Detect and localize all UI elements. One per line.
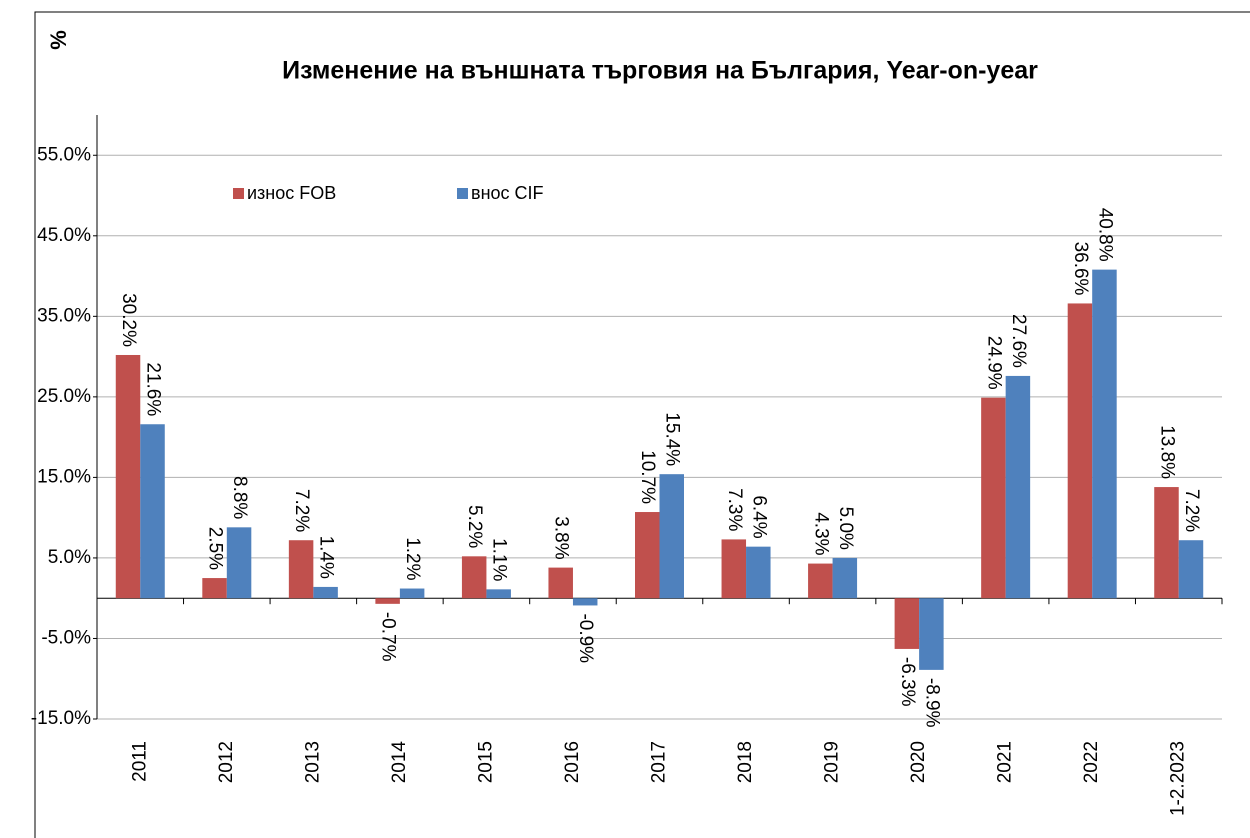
- value-label: 40.8%: [1094, 208, 1115, 262]
- legend-label: внос CIF: [471, 183, 544, 203]
- bar: [1092, 269, 1117, 599]
- bar: [226, 527, 252, 599]
- x-tick-label: 2016: [562, 741, 583, 783]
- bar: [572, 598, 598, 606]
- y-tick-label: 45.0%: [37, 225, 91, 246]
- x-tick-label: 2014: [389, 741, 410, 784]
- value-label: 21.6%: [143, 362, 164, 416]
- bar: [721, 539, 747, 599]
- bar: [981, 397, 1006, 599]
- x-tick-label: 2021: [995, 741, 1016, 783]
- bar: [1154, 487, 1179, 599]
- value-label: 4.3%: [810, 512, 831, 555]
- x-tick-label: 2022: [1081, 741, 1102, 783]
- value-label: 7.2%: [1181, 489, 1202, 532]
- value-label: 13.8%: [1156, 425, 1177, 479]
- bar: [894, 598, 920, 649]
- value-label: 7.2%: [291, 489, 312, 532]
- y-axis-label: %: [46, 30, 71, 50]
- y-tick-label: 15.0%: [37, 466, 91, 487]
- bar: [288, 540, 314, 599]
- value-label: 27.6%: [1008, 314, 1029, 368]
- bar: [659, 474, 684, 599]
- value-label: 3.8%: [551, 516, 572, 559]
- value-label: 5.2%: [464, 505, 485, 548]
- bar: [548, 567, 573, 599]
- bar: [486, 589, 511, 599]
- value-label: -8.9%: [921, 678, 942, 728]
- y-tick-label: 25.0%: [37, 386, 91, 407]
- x-tick-label: 2011: [129, 741, 150, 782]
- y-tick-label: 55.0%: [37, 144, 91, 165]
- value-label: 10.7%: [637, 450, 658, 504]
- bar: [313, 586, 338, 599]
- bar: [202, 578, 227, 599]
- value-label: -0.7%: [378, 612, 399, 662]
- bar: [808, 563, 833, 599]
- value-label: 5.0%: [835, 507, 856, 550]
- x-tick-label: 2012: [216, 741, 237, 783]
- value-label: 1.4%: [316, 536, 337, 579]
- legend-swatch: [457, 188, 468, 199]
- value-label: 8.8%: [229, 476, 250, 519]
- y-tick-label: 5.0%: [48, 547, 91, 568]
- bar: [1178, 540, 1204, 599]
- bar: [375, 598, 400, 604]
- bar: [635, 512, 660, 599]
- chart-title: Изменение на външната търговия на Българ…: [282, 57, 1038, 85]
- bar: [140, 424, 165, 599]
- x-tick-label: 2015: [475, 741, 496, 783]
- bar: [832, 557, 858, 599]
- bar: [399, 588, 425, 599]
- value-label: -0.9%: [575, 613, 596, 663]
- legend-swatch: [233, 188, 244, 199]
- bar: [1005, 375, 1031, 599]
- bar: [461, 556, 487, 599]
- x-tick-label: 1-2.2023: [1168, 741, 1189, 816]
- x-tick-label: 2017: [649, 741, 670, 783]
- legend-label: износ FOB: [247, 183, 336, 203]
- value-label: 1.1%: [489, 538, 510, 581]
- value-label: 2.5%: [205, 527, 226, 570]
- value-label: 1.2%: [402, 537, 423, 580]
- x-tick-label: 2019: [822, 741, 843, 783]
- value-label: 6.4%: [748, 495, 769, 538]
- y-tick-label: -5.0%: [41, 627, 91, 648]
- x-tick-label: 2020: [908, 741, 929, 783]
- bar: [746, 546, 771, 599]
- x-tick-label: 2013: [302, 741, 323, 783]
- y-tick-label: -15.0%: [31, 708, 91, 729]
- chart-frame: [34, 11, 1250, 838]
- bar: [115, 354, 141, 599]
- bar: [919, 598, 944, 670]
- value-label: -6.3%: [897, 657, 918, 707]
- bar: [1067, 303, 1093, 599]
- y-tick-label: 35.0%: [37, 305, 91, 326]
- value-label: 30.2%: [118, 293, 139, 347]
- value-label: 7.3%: [724, 488, 745, 531]
- x-tick-label: 2018: [735, 741, 756, 783]
- value-label: 24.9%: [983, 336, 1004, 390]
- value-label: 36.6%: [1070, 242, 1091, 296]
- value-label: 15.4%: [662, 412, 683, 466]
